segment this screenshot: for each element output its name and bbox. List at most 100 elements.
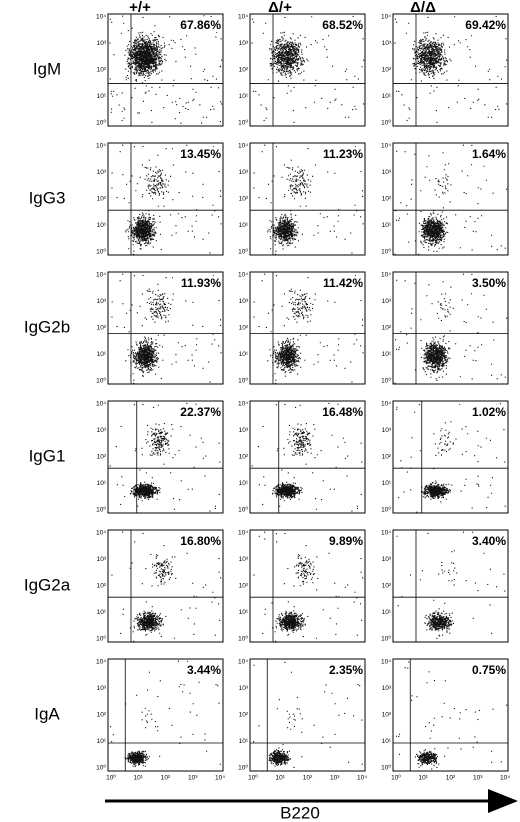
plot-frame (392, 400, 509, 514)
dots (111, 273, 222, 384)
column-header: Δ/Δ (410, 0, 436, 16)
y-tick-label: 10³ (382, 298, 392, 305)
label-bg (458, 405, 506, 419)
label-bg (173, 18, 221, 32)
y-tick-label: 10⁴ (381, 272, 391, 279)
row-label: IgA (34, 704, 60, 723)
y-tick-label: 10³ (239, 40, 249, 47)
x-axis-label: B220 (280, 803, 320, 822)
y-tick-label: 10⁴ (238, 530, 248, 537)
y-tick-label: 10⁰ (96, 119, 106, 127)
y-tick-label: 10³ (97, 169, 107, 176)
row-label: IgG3 (29, 188, 66, 207)
dots (253, 144, 364, 255)
x-tick-label: 10³ (473, 775, 483, 782)
dots (396, 403, 506, 513)
column-header: +/+ (129, 0, 151, 16)
y-tick-label: 10⁴ (96, 659, 106, 666)
label-bg (315, 18, 363, 32)
dots (395, 661, 508, 770)
y-tick-label: 10⁰ (381, 635, 391, 643)
plot-frame (249, 400, 366, 514)
x-tick-label: 10⁴ (500, 775, 510, 782)
label-bg (173, 276, 221, 290)
y-tick-label: 10² (382, 712, 392, 719)
y-tick-label: 10¹ (239, 738, 249, 745)
y-tick-label: 10⁴ (238, 272, 248, 279)
y-tick-label: 10³ (239, 169, 249, 176)
y-tick-label: 10⁰ (238, 377, 248, 385)
percent-label: 0.75% (472, 663, 506, 677)
plot-frame (392, 13, 509, 127)
row-label: IgG1 (29, 446, 66, 465)
percent-label: 2.35% (329, 663, 363, 677)
label-bg (458, 147, 506, 161)
y-tick-label: 10² (97, 712, 107, 719)
y-tick-label: 10¹ (239, 480, 249, 487)
y-tick-label: 10⁰ (96, 377, 106, 385)
y-tick-label: 10¹ (97, 738, 107, 745)
label-bg (173, 663, 221, 677)
y-tick-label: 10² (97, 325, 107, 332)
percent-label: 3.40% (472, 534, 506, 548)
row-label: IgM (33, 59, 61, 78)
y-tick-label: 10⁴ (96, 530, 106, 537)
label-bg (173, 147, 221, 161)
y-tick-label: 10² (382, 325, 392, 332)
x-tick-label: 10⁴ (357, 775, 367, 782)
percent-label: 3.44% (187, 663, 221, 677)
y-tick-label: 10⁰ (96, 764, 106, 772)
y-tick-label: 10² (97, 454, 107, 461)
y-tick-label: 10⁰ (381, 377, 391, 385)
y-tick-label: 10⁰ (238, 119, 248, 127)
row-label: IgG2b (24, 317, 70, 336)
plot-frame (249, 529, 366, 643)
label-bg (173, 405, 221, 419)
y-tick-label: 10⁰ (238, 764, 248, 772)
plot-frame (249, 271, 366, 385)
y-tick-label: 10⁴ (381, 143, 391, 150)
y-tick-label: 10⁰ (381, 764, 391, 772)
percent-label: 11.23% (323, 147, 363, 161)
y-tick-label: 10¹ (97, 609, 107, 616)
x-tick-label: 10³ (188, 775, 198, 782)
y-tick-label: 10³ (97, 427, 107, 434)
label-bg (315, 663, 363, 677)
y-tick-label: 10¹ (97, 351, 107, 358)
percent-label: 69.42% (465, 18, 506, 32)
y-tick-label: 10³ (239, 298, 249, 305)
y-tick-label: 10⁴ (381, 401, 391, 408)
x-tick-label: 10² (161, 775, 171, 782)
y-tick-label: 10² (239, 712, 249, 719)
y-tick-label: 10² (239, 67, 249, 74)
y-tick-label: 10⁴ (238, 143, 248, 150)
y-tick-label: 10³ (382, 556, 392, 563)
percent-label: 1.02% (472, 405, 506, 419)
plot-frame (249, 658, 366, 772)
y-tick-label: 10⁴ (96, 401, 106, 408)
y-tick-label: 10¹ (382, 351, 392, 358)
plot-frame (107, 658, 224, 772)
y-tick-label: 10⁴ (96, 272, 106, 279)
dots (251, 402, 363, 512)
label-bg (315, 147, 363, 161)
y-tick-label: 10³ (97, 685, 107, 692)
y-tick-label: 10¹ (382, 222, 392, 229)
percent-label: 67.86% (180, 18, 221, 32)
y-tick-label: 10² (382, 454, 392, 461)
y-tick-label: 10¹ (382, 480, 392, 487)
x-tick-label: 10¹ (276, 775, 286, 782)
y-tick-label: 10¹ (97, 222, 107, 229)
y-tick-label: 10¹ (382, 609, 392, 616)
y-tick-label: 10⁰ (381, 506, 391, 514)
x-tick-label: 10² (303, 775, 313, 782)
y-tick-label: 10² (239, 196, 249, 203)
y-tick-label: 10⁴ (238, 401, 248, 408)
y-tick-label: 10⁴ (238, 659, 248, 666)
percent-label: 22.37% (180, 405, 221, 419)
y-tick-label: 10³ (239, 556, 249, 563)
x-tick-label: 10⁰ (106, 774, 116, 782)
y-tick-label: 10⁰ (238, 635, 248, 643)
plot-frame (107, 142, 224, 256)
